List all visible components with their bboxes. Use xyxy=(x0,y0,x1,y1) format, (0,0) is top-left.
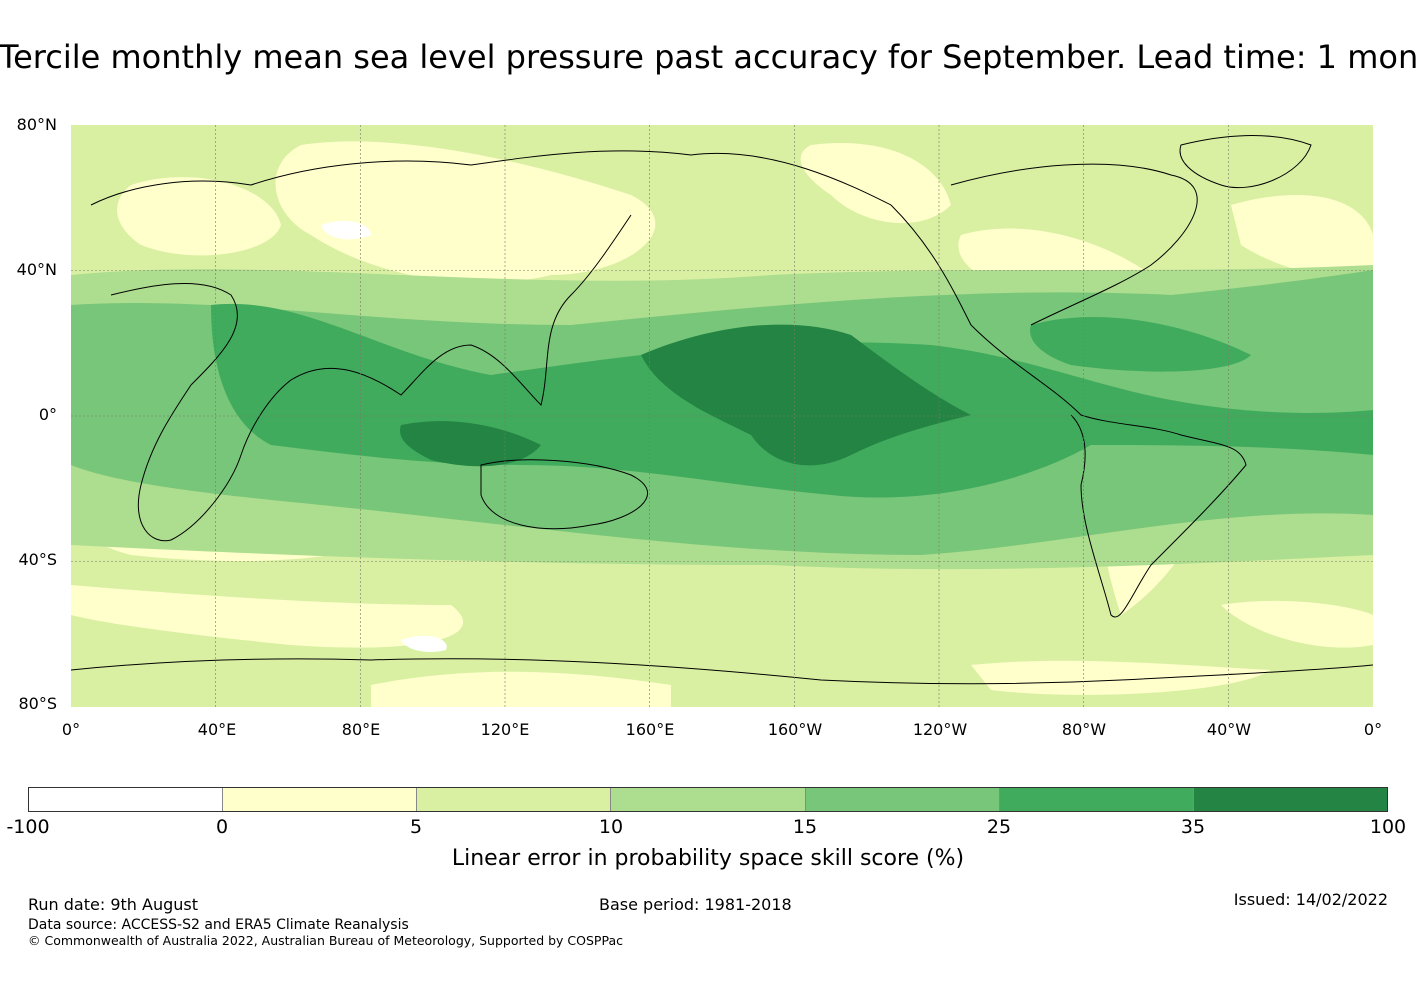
colorbar-label: Linear error in probability space skill … xyxy=(451,846,965,871)
colorbar-tick: 5 xyxy=(409,816,423,838)
lon-label-160e: 160°E xyxy=(625,720,675,739)
run-date: Run date: 9th August xyxy=(28,895,198,914)
colorbar-segment xyxy=(611,788,806,811)
colorbar-segment xyxy=(223,788,418,811)
lat-label-eq: 0° xyxy=(38,405,57,424)
lon-label-40w: 40°W xyxy=(1206,720,1252,739)
lon-label-80e: 80°E xyxy=(341,720,381,739)
colorbar-tick: 100 xyxy=(1369,816,1407,838)
colorbar-tick: 0 xyxy=(215,816,229,838)
graticule xyxy=(71,125,1373,707)
colorbar-tick: 35 xyxy=(1180,816,1206,838)
coastlines xyxy=(71,135,1373,685)
lat-label-80s: 80°S xyxy=(18,694,57,713)
lat-label-80n: 80°N xyxy=(16,115,57,134)
issued-date: Issued: 14/02/2022 xyxy=(1233,890,1388,909)
skill-score-map xyxy=(71,125,1373,707)
lon-label-160w: 160°W xyxy=(767,720,823,739)
map-title: Tercile monthly mean sea level pressure … xyxy=(0,38,1416,76)
colorbar-segment xyxy=(417,788,612,811)
lon-label-0-right: 0° xyxy=(1363,720,1383,739)
data-source: Data source: ACCESS-S2 and ERA5 Climate … xyxy=(28,917,409,933)
map-svg xyxy=(71,125,1373,707)
colorbar-tick: 25 xyxy=(986,816,1012,838)
colorbar-tick: 15 xyxy=(792,816,818,838)
lon-label-120e: 120°E xyxy=(480,720,530,739)
copyright: © Commonwealth of Australia 2022, Austra… xyxy=(28,933,623,948)
colorbar-tick: 10 xyxy=(598,816,624,838)
colorbar-tick: -100 xyxy=(6,816,50,838)
colorbar xyxy=(28,787,1388,812)
lon-label-120w: 120°W xyxy=(912,720,968,739)
lon-label-0: 0° xyxy=(61,720,81,739)
lon-label-40e: 40°E xyxy=(197,720,237,739)
lat-label-40n: 40°N xyxy=(16,260,57,279)
colorbar-segment xyxy=(805,788,1000,811)
colorbar-segment xyxy=(1193,788,1387,811)
lon-label-80w: 80°W xyxy=(1061,720,1107,739)
lat-label-40s: 40°S xyxy=(18,550,57,569)
skill-band-35-100 xyxy=(400,324,971,467)
base-period: Base period: 1981-2018 xyxy=(599,895,792,914)
colorbar-segment xyxy=(29,788,224,811)
colorbar-segment xyxy=(999,788,1194,811)
